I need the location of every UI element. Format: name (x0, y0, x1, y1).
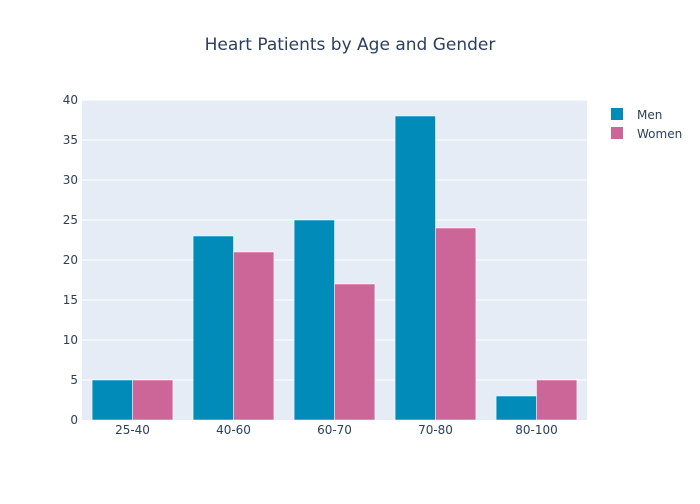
bar-men-70-80[interactable] (394, 115, 436, 421)
bar-women-40-60[interactable] (233, 251, 275, 421)
legend-label-men: Men (637, 108, 662, 122)
bar-men-40-60[interactable] (192, 235, 234, 421)
bar-women-80-100[interactable] (536, 379, 578, 421)
legend-swatch-men (611, 108, 623, 120)
legend: Men Women (611, 108, 682, 141)
bar-women-70-80[interactable] (435, 227, 477, 421)
bar-women-60-70[interactable] (334, 283, 376, 421)
bars (91, 115, 578, 421)
y-axis-ticks: 0 5 10 15 20 25 30 35 40 (63, 93, 78, 427)
bar-women-25-40[interactable] (132, 379, 174, 421)
y-tick-label: 15 (63, 293, 78, 307)
y-tick-label: 0 (70, 413, 78, 427)
y-tick-label: 5 (70, 373, 78, 387)
x-tick-label: 60-70 (317, 423, 352, 437)
y-tick-label: 30 (63, 173, 78, 187)
legend-label-women: Women (637, 127, 682, 141)
bar-men-80-100[interactable] (495, 395, 537, 421)
legend-item-women[interactable]: Women (611, 127, 682, 141)
bar-men-25-40[interactable] (91, 379, 133, 421)
x-tick-label: 25-40 (115, 423, 150, 437)
x-tick-label: 80-100 (515, 423, 558, 437)
legend-item-men[interactable]: Men (611, 108, 662, 122)
x-tick-label: 40-60 (216, 423, 251, 437)
y-tick-label: 35 (63, 133, 78, 147)
y-tick-label: 40 (63, 93, 78, 107)
y-tick-label: 10 (63, 333, 78, 347)
x-axis-ticks: 25-40 40-60 60-70 70-80 80-100 (115, 423, 558, 437)
legend-swatch-women (611, 127, 623, 139)
y-tick-label: 25 (63, 213, 78, 227)
chart-title: Heart Patients by Age and Gender (205, 35, 496, 55)
bar-men-60-70[interactable] (293, 219, 335, 421)
y-tick-label: 20 (63, 253, 78, 267)
x-tick-label: 70-80 (418, 423, 453, 437)
